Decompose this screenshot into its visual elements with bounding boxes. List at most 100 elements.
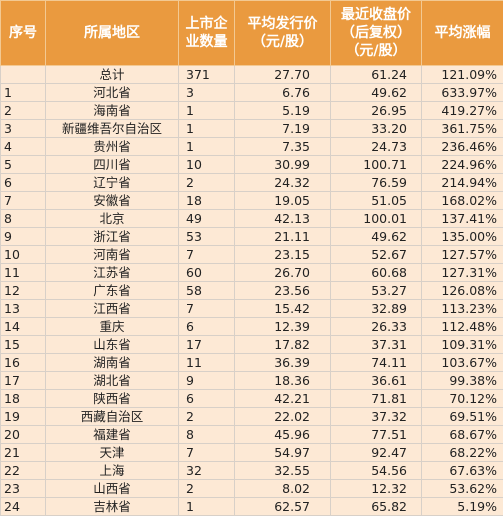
cell-gain: 236.46% (422, 138, 503, 156)
cell-close-price: 60.68 (331, 264, 422, 282)
cell-gain: 113.23% (422, 300, 503, 318)
header-close-price-line: （元/股） (331, 42, 421, 60)
cell-gain: 69.51% (422, 408, 503, 426)
cell-close-price: 49.62 (331, 84, 422, 102)
cell-issue-price: 19.05 (235, 192, 331, 210)
cell-close-price: 65.82 (331, 498, 422, 516)
cell-index: 7 (1, 192, 46, 210)
cell-region: 湖北省 (46, 372, 179, 390)
cell-close-price: 36.61 (331, 372, 422, 390)
cell-issue-price: 17.82 (235, 336, 331, 354)
cell-index (1, 66, 46, 84)
cell-region: 吉林省 (46, 498, 179, 516)
cell-index: 20 (1, 426, 46, 444)
cell-issue-price: 12.39 (235, 318, 331, 336)
cell-count: 1 (179, 498, 235, 516)
cell-count: 58 (179, 282, 235, 300)
cell-close-price: 24.73 (331, 138, 422, 156)
cell-gain: 67.63% (422, 462, 503, 480)
cell-count: 11 (179, 354, 235, 372)
header-gain: 平均涨幅 (422, 1, 503, 66)
header-issue-price: 平均发行价 （元/股） (235, 1, 331, 66)
cell-close-price: 51.05 (331, 192, 422, 210)
cell-close-price: 37.32 (331, 408, 422, 426)
cell-gain: 5.19% (422, 498, 503, 516)
cell-issue-price: 5.19 (235, 102, 331, 120)
cell-close-price: 49.62 (331, 228, 422, 246)
cell-gain: 109.31% (422, 336, 503, 354)
cell-issue-price: 8.02 (235, 480, 331, 498)
cell-issue-price: 6.76 (235, 84, 331, 102)
cell-gain: 127.57% (422, 246, 503, 264)
cell-gain: 214.94% (422, 174, 503, 192)
cell-region: 江苏省 (46, 264, 179, 282)
cell-count: 32 (179, 462, 235, 480)
header-close-price-line: （后复权） (331, 24, 421, 42)
header-issue-price-line: （元/股） (235, 33, 330, 51)
cell-index: 16 (1, 354, 46, 372)
cell-count: 60 (179, 264, 235, 282)
cell-issue-price: 24.32 (235, 174, 331, 192)
cell-region: 广东省 (46, 282, 179, 300)
cell-gain: 112.48% (422, 318, 503, 336)
cell-region: 河南省 (46, 246, 179, 264)
cell-count: 49 (179, 210, 235, 228)
cell-count: 18 (179, 192, 235, 210)
cell-gain: 121.09% (422, 66, 503, 84)
cell-close-price: 92.47 (331, 444, 422, 462)
cell-index: 19 (1, 408, 46, 426)
cell-issue-price: 15.42 (235, 300, 331, 318)
cell-index: 12 (1, 282, 46, 300)
cell-region: 重庆 (46, 318, 179, 336)
cell-region: 安徽省 (46, 192, 179, 210)
cell-gain: 224.96% (422, 156, 503, 174)
cell-count: 2 (179, 408, 235, 426)
cell-region: 海南省 (46, 102, 179, 120)
cell-count: 2 (179, 174, 235, 192)
cell-region: 湖南省 (46, 354, 179, 372)
cell-count: 1 (179, 102, 235, 120)
cell-gain: 103.67% (422, 354, 503, 372)
cell-index: 22 (1, 462, 46, 480)
cell-index: 18 (1, 390, 46, 408)
header-count-line: 业数量 (179, 33, 234, 51)
cell-index: 11 (1, 264, 46, 282)
cell-index: 6 (1, 174, 46, 192)
cell-index: 8 (1, 210, 46, 228)
cell-region: 北京 (46, 210, 179, 228)
cell-count: 3 (179, 84, 235, 102)
cell-close-price: 32.89 (331, 300, 422, 318)
cell-close-price: 37.31 (331, 336, 422, 354)
cell-count: 10 (179, 156, 235, 174)
cell-close-price: 33.20 (331, 120, 422, 138)
cell-index: 5 (1, 156, 46, 174)
cell-gain: 127.31% (422, 264, 503, 282)
cell-gain: 53.62% (422, 480, 503, 498)
cell-issue-price: 54.97 (235, 444, 331, 462)
cell-issue-price: 7.35 (235, 138, 331, 156)
cell-region: 上海 (46, 462, 179, 480)
cell-gain: 361.75% (422, 120, 503, 138)
cell-close-price: 77.51 (331, 426, 422, 444)
header-count-line: 上市企 (179, 15, 234, 33)
cell-count: 6 (179, 390, 235, 408)
cell-close-price: 76.59 (331, 174, 422, 192)
cell-issue-price: 45.96 (235, 426, 331, 444)
cell-region: 山东省 (46, 336, 179, 354)
cell-region: 江西省 (46, 300, 179, 318)
cell-count: 6 (179, 318, 235, 336)
cell-region: 总计 (46, 66, 179, 84)
cell-count: 2 (179, 480, 235, 498)
cell-close-price: 100.71 (331, 156, 422, 174)
cell-close-price: 71.81 (331, 390, 422, 408)
